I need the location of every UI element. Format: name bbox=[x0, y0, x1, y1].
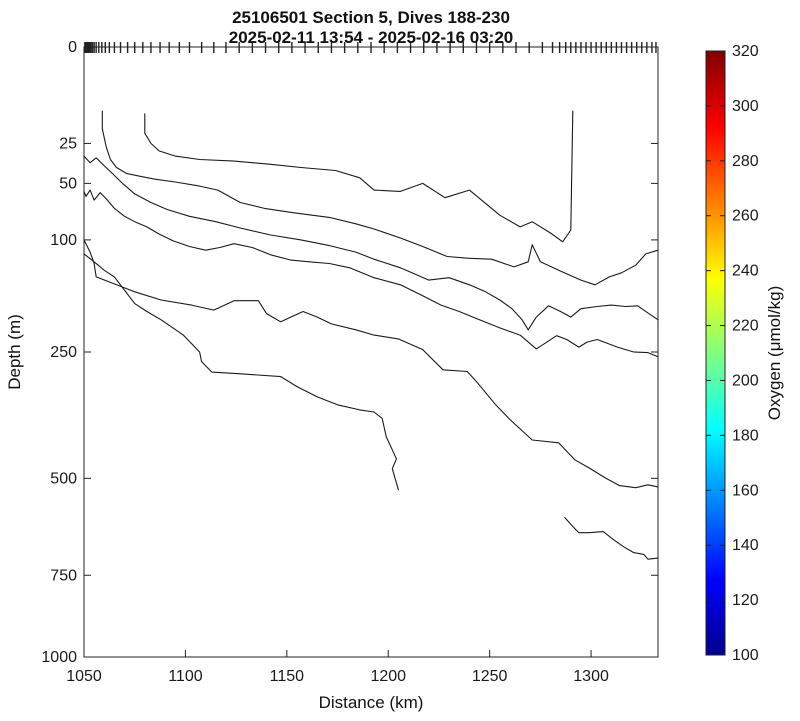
colorbar-tick-label-160: 160 bbox=[732, 482, 759, 499]
colorbar-tick-label-300: 300 bbox=[732, 98, 759, 115]
y-tick-label-250: 250 bbox=[50, 344, 77, 361]
contour-2 bbox=[101, 110, 659, 286]
colorbar-tick-label-120: 120 bbox=[732, 592, 759, 609]
contour-5 bbox=[83, 239, 659, 489]
contour-3 bbox=[83, 155, 659, 331]
colorbar-tick-label-200: 200 bbox=[732, 372, 759, 389]
colorbar-tick-label-260: 260 bbox=[732, 208, 759, 225]
y-tick-label-25: 25 bbox=[59, 135, 77, 152]
chart-subtitle: 2025-02-11 13:54 - 2025-02-16 03:20 bbox=[229, 28, 514, 47]
y-tick-label-0: 0 bbox=[68, 39, 77, 56]
y-tick-label-500: 500 bbox=[50, 470, 77, 487]
contour-4 bbox=[83, 189, 659, 358]
y-axis-label: Depth (m) bbox=[5, 314, 24, 390]
colorbar-tick-label-140: 140 bbox=[732, 537, 759, 554]
plot-generated-layer: 1050 1100 1150 1200 1250 1300 0 25 50 100 250 500 75… bbox=[41, 39, 758, 685]
colorbar-tick-label-220: 220 bbox=[732, 318, 759, 335]
contour-6 bbox=[83, 253, 399, 491]
y-tick-label-100: 100 bbox=[50, 232, 77, 249]
y-tick-label-1000: 1000 bbox=[41, 649, 77, 666]
colorbar-label: Oxygen (μmol/kg) bbox=[765, 286, 784, 421]
x-tick-label-1100: 1100 bbox=[168, 668, 203, 685]
x-tick-label-1200: 1200 bbox=[370, 668, 406, 685]
contour-1 bbox=[144, 110, 574, 243]
x-tick-label-1050: 1050 bbox=[66, 668, 102, 685]
colorbar-tick-label-320: 320 bbox=[732, 43, 759, 60]
colorbar-tick-label-280: 280 bbox=[732, 153, 759, 170]
y-tick-label-750: 750 bbox=[50, 567, 77, 584]
contour-7 bbox=[564, 516, 659, 560]
colorbar-tick-label-240: 240 bbox=[732, 263, 759, 280]
x-tick-label-1300: 1300 bbox=[573, 668, 609, 685]
y-tick-label-50: 50 bbox=[59, 175, 77, 192]
x-tick-label-1150: 1150 bbox=[270, 668, 305, 685]
colorbar bbox=[705, 50, 726, 656]
x-axis-label: Distance (km) bbox=[319, 693, 424, 712]
colorbar-tick-label-180: 180 bbox=[732, 427, 759, 444]
colorbar-tick-label-100: 100 bbox=[732, 647, 759, 664]
chart-title: 25106501 Section 5, Dives 188-230 bbox=[232, 8, 510, 27]
x-tick-label-1250: 1250 bbox=[472, 668, 508, 685]
